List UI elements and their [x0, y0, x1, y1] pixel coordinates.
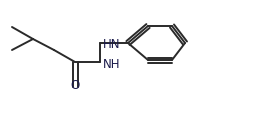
Text: HN: HN: [103, 37, 120, 50]
Text: O: O: [70, 78, 80, 91]
Text: NH: NH: [103, 58, 120, 71]
